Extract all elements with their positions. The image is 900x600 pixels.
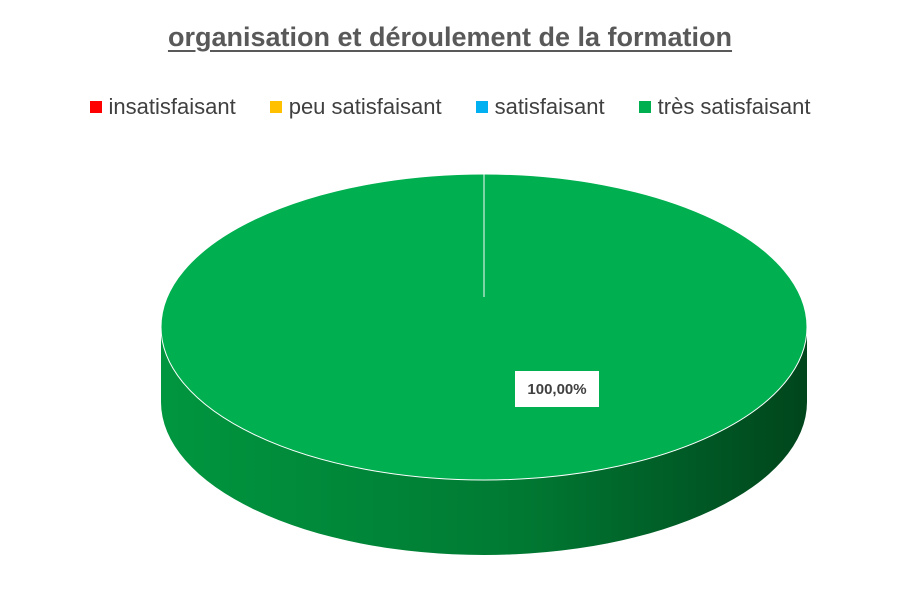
- legend-item-tres-satisfaisant: très satisfaisant: [638, 94, 811, 120]
- legend-swatch: [475, 101, 488, 113]
- legend-swatch: [89, 101, 102, 113]
- legend-label: insatisfaisant: [108, 94, 236, 119]
- data-label-box: [515, 371, 599, 407]
- legend-label: très satisfaisant: [657, 94, 811, 119]
- legend-label: peu satisfaisant: [288, 94, 442, 119]
- legend-item-satisfaisant: satisfaisant: [475, 94, 605, 120]
- chart-title: organisation et déroulement de la format…: [167, 22, 733, 52]
- legend-item-insatisfaisant: insatisfaisant: [89, 94, 236, 120]
- legend-item-peu-satisfaisant: peu satisfaisant: [269, 94, 442, 120]
- legend-swatch: [638, 101, 651, 113]
- legend-swatch: [269, 101, 282, 113]
- data-label: 100,00%: [527, 381, 586, 398]
- pie-side-wall: [161, 327, 807, 555]
- legend-label: satisfaisant: [494, 94, 605, 119]
- legend: insatisfaisant peu satisfaisant satisfai…: [0, 94, 900, 120]
